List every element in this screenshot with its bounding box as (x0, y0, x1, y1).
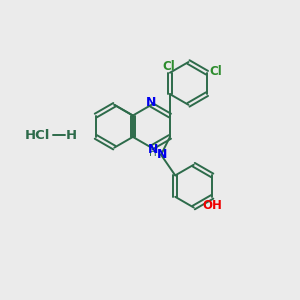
Text: Cl: Cl (209, 65, 222, 78)
Text: H: H (66, 129, 77, 142)
Text: OH: OH (202, 199, 222, 212)
Text: Cl: Cl (162, 60, 175, 73)
Text: HCl: HCl (24, 129, 50, 142)
Text: N: N (157, 148, 168, 161)
Text: N: N (146, 96, 157, 109)
Text: N: N (148, 142, 158, 156)
Text: H: H (149, 148, 157, 158)
